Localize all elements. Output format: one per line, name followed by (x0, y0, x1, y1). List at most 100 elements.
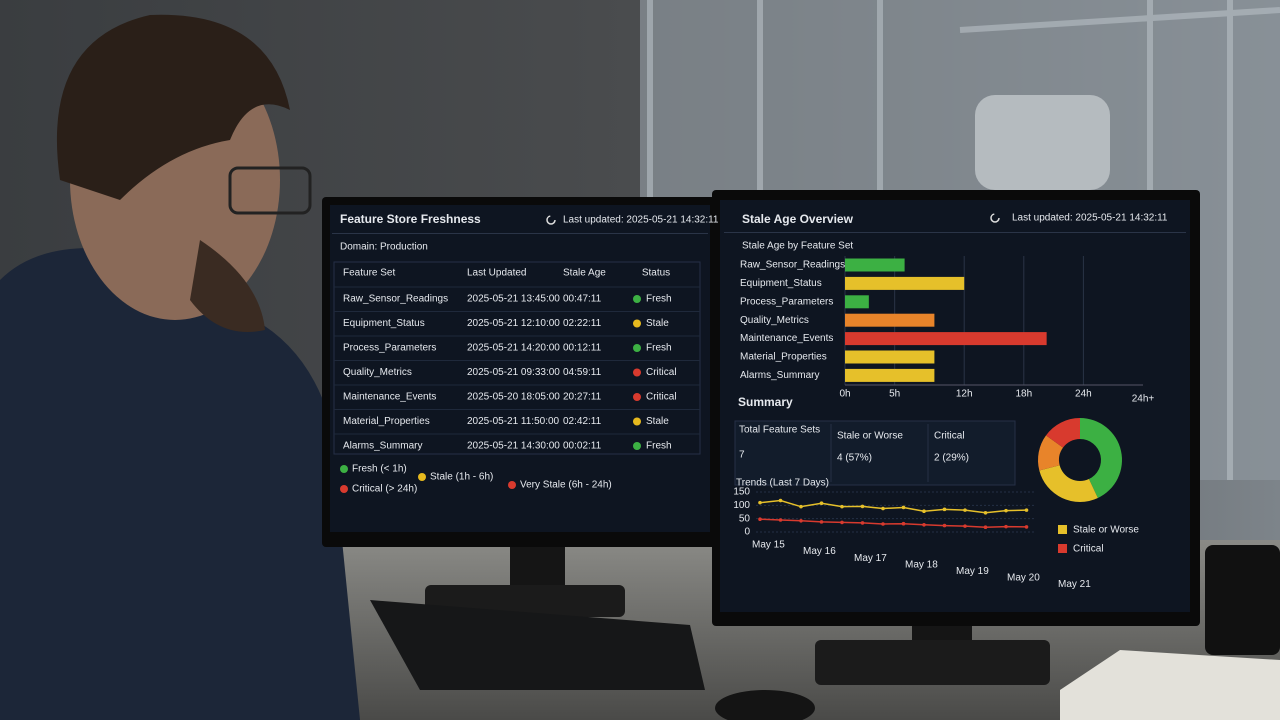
summary-cards (734, 420, 1016, 486)
x-tick-label: 5h (889, 389, 900, 400)
x-tick-label: May 21 (1058, 579, 1091, 590)
bar (845, 295, 869, 309)
status-dot (633, 417, 641, 426)
legend-dot (418, 473, 426, 481)
legend-swatch (1058, 544, 1067, 553)
status-dot (633, 319, 641, 328)
table-cell: 2025-05-21 09:33:00 (467, 367, 560, 378)
table-cell: Stale (646, 416, 669, 427)
bar (845, 276, 965, 290)
legend-label: Stale (1h - 6h) (430, 472, 493, 483)
bar (845, 258, 905, 272)
table-cell: Quality_Metrics (343, 367, 412, 378)
trend-point (778, 498, 783, 503)
table-cell: 02:42:11 (563, 416, 602, 427)
domain: Domain: Production (340, 242, 428, 253)
legend-swatch (1058, 525, 1067, 534)
trend-point (983, 511, 988, 515)
legend-label: Critical (> 24h) (352, 484, 417, 495)
x-tick-label: May 17 (854, 553, 887, 564)
last-updated: Last updated: 2025-05-21 14:32:11 (1012, 213, 1168, 224)
bar (845, 350, 935, 364)
donut-segment (1046, 418, 1080, 448)
x-tick-label: May 15 (752, 540, 785, 551)
card-value: 4 (57%) (837, 453, 872, 464)
row-divider (334, 286, 700, 288)
category-label: Alarms_Summary (740, 370, 819, 381)
trend-line (759, 499, 1027, 514)
table-frame (333, 261, 701, 455)
table-header: Status (642, 268, 670, 279)
trend-point (840, 520, 844, 525)
trend-point (1004, 524, 1008, 529)
table-header: Last Updated (467, 268, 527, 279)
x-tick-label: May 16 (803, 546, 836, 557)
y-tick-label: 100 (733, 500, 750, 511)
trend-point (922, 523, 926, 527)
table-cell: 2025-05-21 12:10:00 (467, 318, 560, 329)
trend-point (1004, 508, 1008, 513)
table-cell: 2025-05-21 14:30:00 (467, 441, 560, 452)
card-value: 2 (29%) (934, 453, 969, 464)
legend-label: Stale or Worse (1073, 525, 1139, 536)
card-label: Stale or Worse (837, 431, 903, 442)
card-label: Total Feature Sets (739, 425, 820, 436)
trend-point (799, 519, 803, 523)
row-divider (334, 433, 700, 435)
row-divider (334, 409, 700, 410)
trend-point (799, 504, 803, 509)
y-tick-label: 150 (733, 487, 750, 498)
person-beard (190, 240, 265, 332)
card-label: Critical (934, 431, 965, 442)
trend-point (963, 508, 967, 512)
last-updated: Last updated: 2025-05-21 14:32:11 (563, 215, 719, 226)
table-cell: 2025-05-21 13:45:00 (467, 294, 560, 305)
category-label: Maintenance_Events (740, 333, 833, 344)
trend-point (860, 504, 865, 509)
trend-point (881, 522, 885, 526)
trend-point (860, 521, 865, 525)
status-dot (633, 295, 641, 303)
table-cell: Alarms_Summary (343, 441, 422, 452)
right-screen (720, 200, 1190, 612)
status-dot (633, 368, 641, 377)
trend-point (758, 500, 762, 505)
legend-dot (340, 485, 348, 493)
section-title: Summary (738, 395, 793, 409)
refresh-icon (546, 215, 556, 225)
donut-segment (1038, 435, 1064, 471)
legend-dot (508, 481, 516, 489)
table-cell: Maintenance_Events (343, 392, 436, 403)
donut-segment (1039, 465, 1098, 502)
table-cell: 04:59:11 (563, 367, 602, 378)
category-label: Material_Properties (740, 352, 827, 363)
table-cell: Fresh (646, 343, 672, 354)
table-cell: 02:22:11 (563, 318, 602, 329)
bar (845, 313, 935, 327)
legend-label: Fresh (< 1h) (352, 464, 407, 475)
person-body (0, 248, 360, 720)
table-cell: Material_Properties (343, 416, 430, 427)
status-dot (633, 442, 641, 450)
mouse (715, 690, 815, 720)
y-tick-label: 50 (739, 513, 751, 524)
trend-line (759, 518, 1027, 528)
table-cell: 2025-05-21 14:20:00 (467, 343, 560, 354)
x-tick-label: May 19 (956, 566, 989, 577)
category-label: Equipment_Status (740, 278, 822, 289)
trend-point (942, 523, 947, 528)
table-header: Stale Age (563, 268, 606, 279)
tank (975, 95, 1110, 190)
x-tick-label: 18h (1015, 389, 1032, 400)
bar (845, 368, 935, 382)
table-cell: Equipment_Status (343, 318, 425, 329)
category-label: Quality_Metrics (740, 315, 809, 326)
trend-point (778, 518, 783, 522)
chart-title: Stale Age by Feature Set (742, 241, 853, 252)
row-divider (334, 311, 700, 312)
x-tick-label: 24h (1075, 389, 1092, 400)
trend-point (901, 521, 906, 526)
screen-title: Stale Age Overview (742, 212, 854, 226)
